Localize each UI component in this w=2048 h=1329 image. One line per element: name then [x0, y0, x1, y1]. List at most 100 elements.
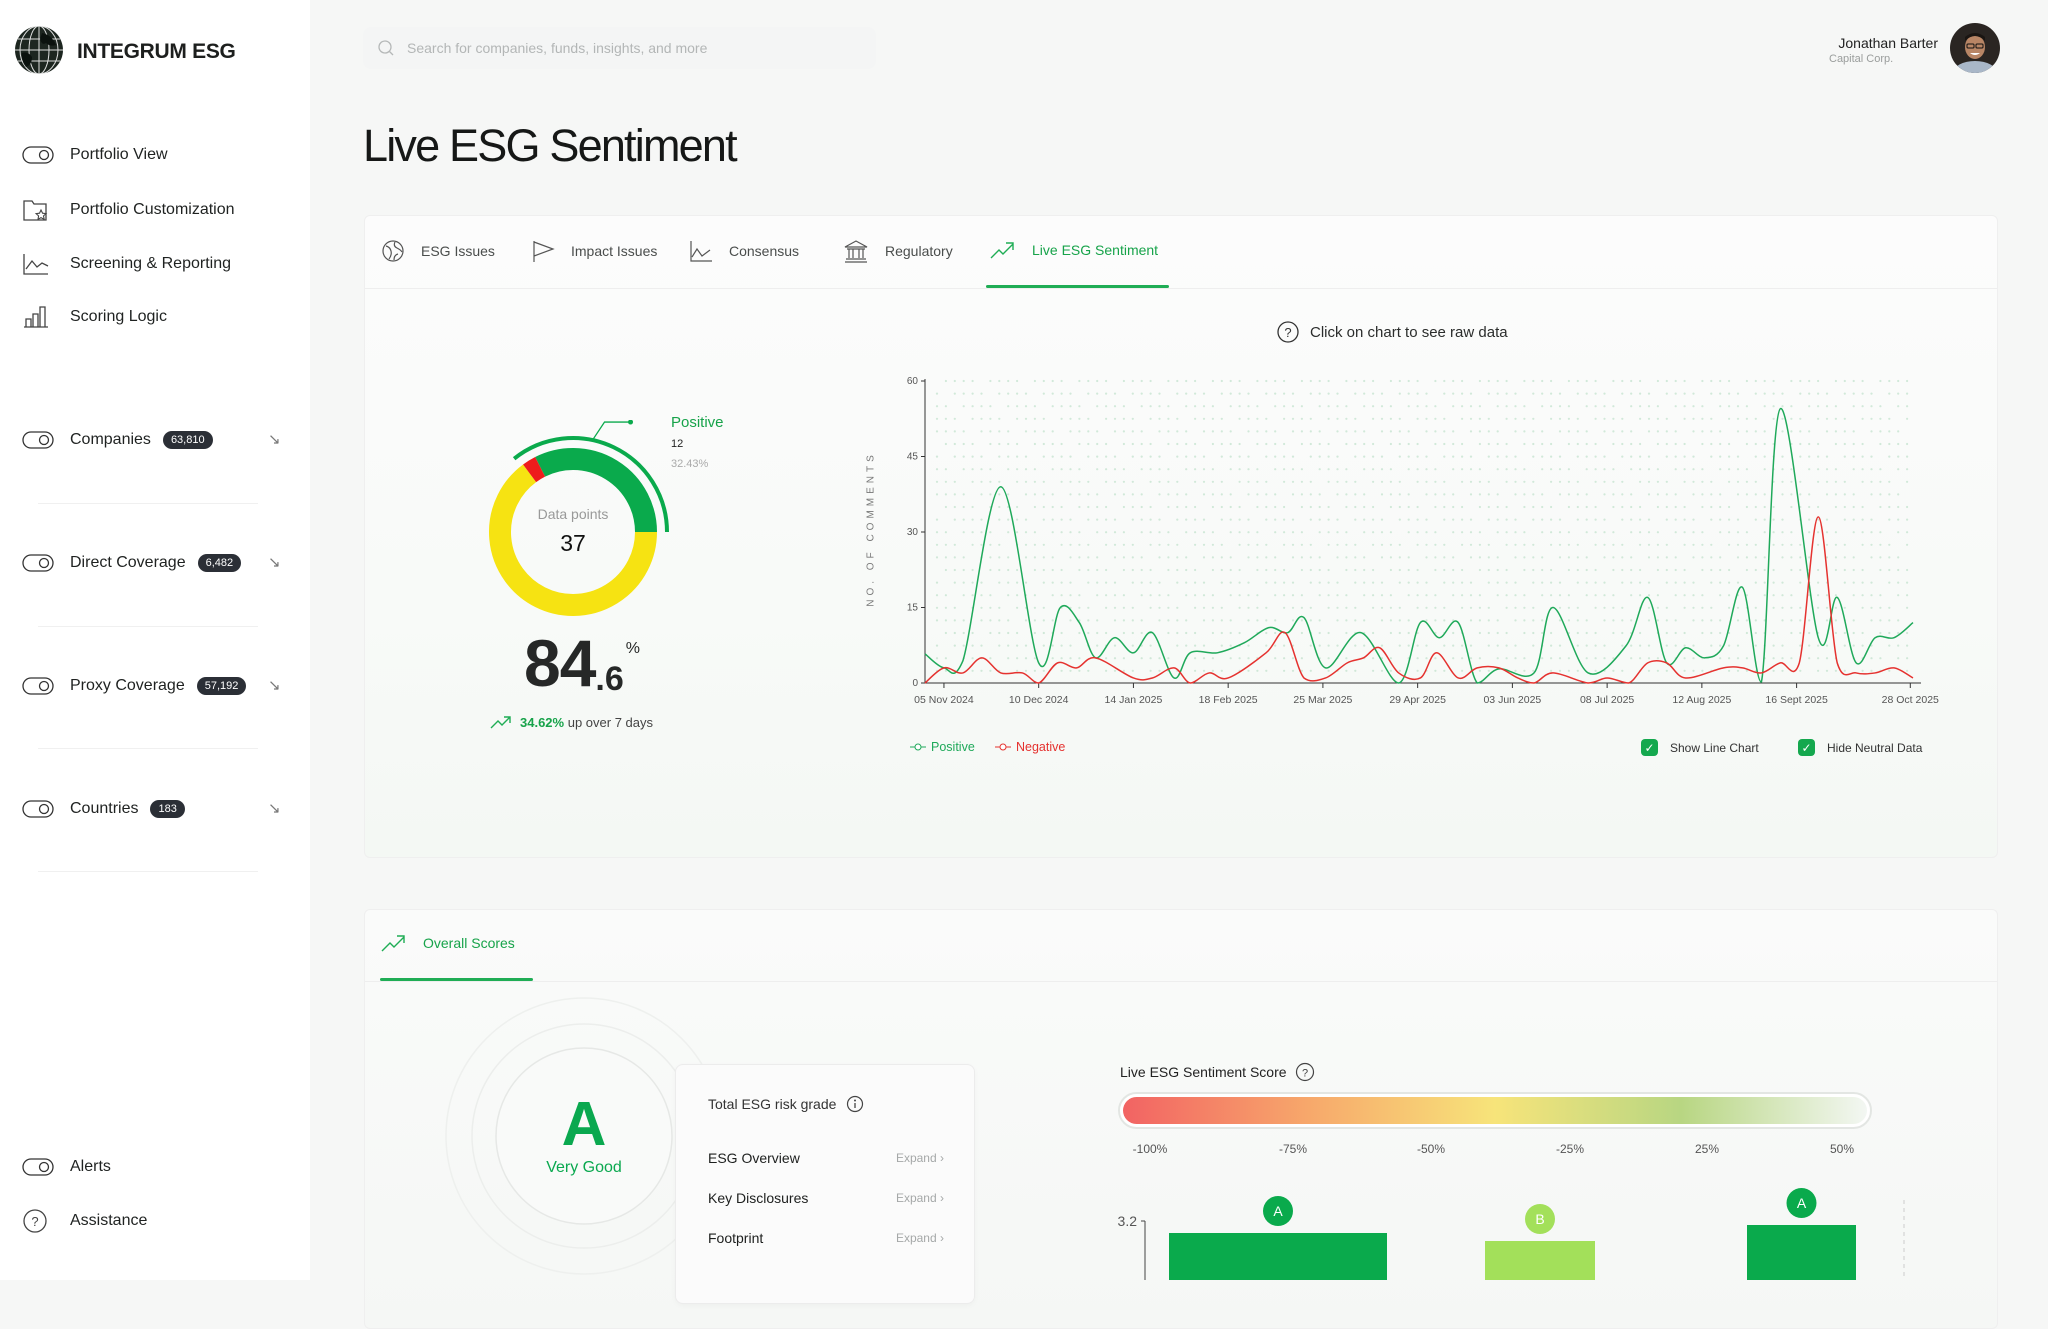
neutral-dot	[1585, 531, 1588, 534]
neutral-dot	[1096, 568, 1099, 572]
neutral-dot	[1345, 468, 1348, 471]
neutral-dot	[1007, 631, 1010, 635]
sidebar-item-portfolio-view[interactable]: Portfolio View	[22, 143, 168, 167]
sidebar-item-direct-coverage[interactable]: Direct Coverage 6,482	[22, 551, 242, 575]
arrow-down-right-icon[interactable]: ↘	[268, 431, 281, 448]
sidebar-item-portfolio-customization[interactable]: Portfolio Customization	[22, 198, 235, 222]
neutral-dot	[1265, 606, 1268, 609]
neutral-dot	[1603, 493, 1606, 496]
neutral-dot	[1131, 669, 1134, 672]
neutral-dot	[1016, 594, 1019, 597]
neutral-dot	[1452, 379, 1455, 383]
neutral-dot	[1585, 505, 1588, 509]
neutral-dot	[1736, 531, 1740, 534]
neutral-dot	[1861, 644, 1864, 647]
grade-bar-chart[interactable]: 3.2A BA	[1100, 1180, 1960, 1280]
neutral-dot	[1176, 442, 1179, 446]
tab-impact-issues[interactable]: Impact Issues	[531, 239, 657, 263]
neutral-dot	[1612, 631, 1615, 635]
neutral-dot	[1781, 594, 1784, 597]
neutral-dot	[1585, 468, 1588, 471]
tab-live-esg-sentiment[interactable]: Live ESG Sentiment	[990, 239, 1158, 261]
risk-row-key-disclosures[interactable]: Key Disclosures Expand ›	[708, 1190, 944, 1206]
help-circle-icon[interactable]: ?	[1295, 1062, 1315, 1082]
neutral-dot	[1825, 657, 1829, 660]
sidebar-item-alerts[interactable]: Alerts	[22, 1155, 111, 1179]
neutral-dot	[1309, 543, 1312, 546]
neutral-dot	[1567, 405, 1570, 408]
neutral-dot	[1149, 455, 1152, 458]
expand-button[interactable]: Expand ›	[895, 1151, 944, 1165]
neutral-dot	[1639, 468, 1642, 471]
neutral-dot	[1336, 606, 1339, 609]
neutral-dot	[1051, 594, 1054, 597]
neutral-dot	[1452, 531, 1455, 534]
sidebar-item-countries[interactable]: Countries 183	[22, 797, 185, 821]
neutral-dot	[1158, 480, 1161, 483]
neutral-dot	[1630, 392, 1633, 395]
neutral-dot	[971, 405, 974, 408]
neutral-dot	[1274, 568, 1277, 572]
neutral-dot	[1736, 543, 1740, 546]
hide-neutral-data-checkbox[interactable]: ✓ Hide Neutral Data	[1798, 739, 1922, 756]
neutral-dot	[1888, 669, 1891, 672]
search-bar[interactable]	[363, 27, 876, 69]
expand-button[interactable]: Expand ›	[895, 1231, 944, 1245]
neutral-dot	[989, 430, 992, 433]
neutral-dot	[1380, 405, 1384, 408]
arrow-down-right-icon[interactable]: ↘	[268, 677, 281, 694]
neutral-dot	[1550, 468, 1553, 471]
neutral-dot	[1194, 518, 1197, 521]
sidebar-item-scoring-logic[interactable]: Scoring Logic	[22, 305, 167, 329]
neutral-dot	[1861, 468, 1864, 471]
neutral-dot	[1211, 657, 1214, 660]
neutral-dot	[1229, 619, 1232, 622]
neutral-dot	[1594, 594, 1597, 597]
neutral-dot	[1790, 379, 1793, 383]
donut-segment-neutral	[489, 464, 657, 616]
neutral-dot	[1202, 405, 1206, 408]
sidebar-item-companies[interactable]: Companies 63,810	[22, 428, 213, 452]
risk-row-footprint[interactable]: Footprint Expand ›	[708, 1230, 944, 1246]
neutral-dot	[1870, 594, 1873, 597]
neutral-dot	[1487, 556, 1490, 559]
neutral-dot	[1283, 480, 1286, 483]
legend-negative[interactable]: Negative	[995, 740, 1065, 754]
tab-consensus[interactable]: Consensus	[689, 239, 799, 263]
neutral-dot	[1363, 568, 1366, 572]
tab-esg-issues[interactable]: ESG Issues	[381, 239, 495, 263]
neutral-dot	[1781, 518, 1784, 521]
neutral-dot	[1576, 543, 1579, 546]
neutral-dot	[1042, 417, 1045, 420]
sidebar-item-proxy-coverage[interactable]: Proxy Coverage 57,192	[22, 674, 247, 698]
neutral-dot	[1024, 657, 1028, 660]
show-line-chart-checkbox[interactable]: ✓ Show Line Chart	[1641, 739, 1759, 756]
sentiment-donut[interactable]	[473, 420, 673, 640]
tab-regulatory[interactable]: Regulatory	[843, 239, 953, 263]
arrow-down-right-icon[interactable]: ↘	[268, 554, 281, 571]
neutral-dot	[1229, 631, 1232, 635]
neutral-dot	[1478, 606, 1481, 609]
info-icon[interactable]	[846, 1095, 864, 1113]
neutral-dot	[1514, 417, 1517, 420]
user-info[interactable]: Jonathan Barter Capital Corp.	[1780, 35, 1938, 65]
neutral-dot	[1799, 392, 1802, 395]
sidebar-item-screening-reporting[interactable]: Screening & Reporting	[22, 252, 231, 276]
sidebar-item-assistance[interactable]: ? Assistance	[22, 1209, 147, 1233]
expand-button[interactable]: Expand ›	[895, 1191, 944, 1205]
neutral-dot	[1016, 531, 1019, 534]
neutral-dot	[1594, 392, 1597, 395]
neutral-dot	[1185, 594, 1188, 597]
arrow-down-right-icon[interactable]: ↘	[268, 800, 281, 817]
search-input[interactable]	[407, 40, 847, 56]
neutral-dot	[1594, 480, 1597, 483]
neutral-dot	[1514, 531, 1517, 534]
neutral-dot	[1683, 657, 1686, 660]
avatar[interactable]	[1950, 23, 2000, 73]
neutral-dot	[1612, 442, 1615, 446]
legend-positive[interactable]: Positive	[910, 740, 975, 754]
tab-overall-scores[interactable]: Overall Scores	[381, 932, 515, 954]
risk-row-esg-overview[interactable]: ESG Overview Expand ›	[708, 1150, 944, 1166]
neutral-dot	[1372, 606, 1375, 609]
